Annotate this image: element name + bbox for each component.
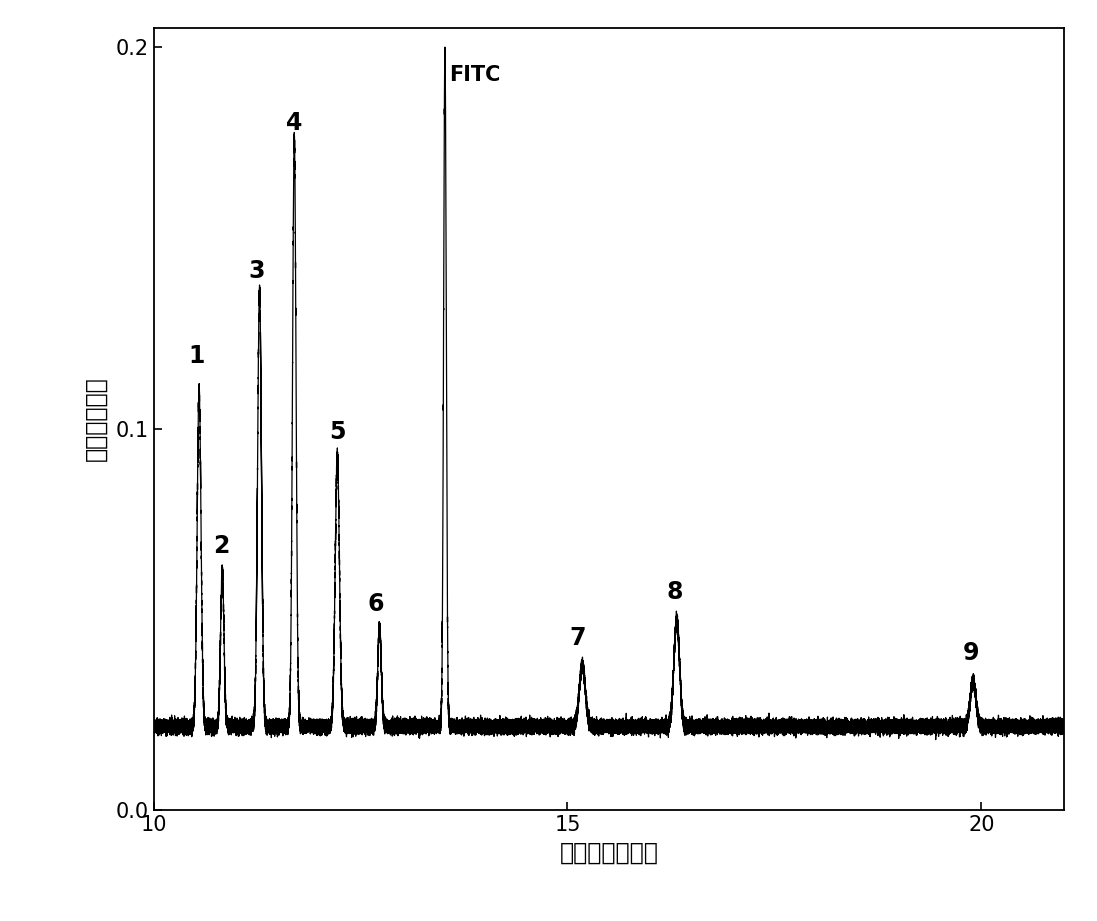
Y-axis label: 相对荧光强度: 相对荧光强度 bbox=[83, 377, 108, 461]
Text: 9: 9 bbox=[962, 641, 979, 665]
X-axis label: 时间　（分钟）: 时间 （分钟） bbox=[559, 841, 658, 865]
Text: 4: 4 bbox=[286, 111, 303, 134]
Text: FITC: FITC bbox=[449, 64, 500, 85]
Text: 5: 5 bbox=[329, 420, 346, 444]
Text: 7: 7 bbox=[569, 626, 586, 650]
Text: 2: 2 bbox=[213, 534, 229, 558]
Text: 8: 8 bbox=[667, 580, 683, 604]
Text: 1: 1 bbox=[189, 344, 205, 367]
Text: 6: 6 bbox=[367, 591, 384, 616]
Text: 3: 3 bbox=[248, 260, 264, 284]
